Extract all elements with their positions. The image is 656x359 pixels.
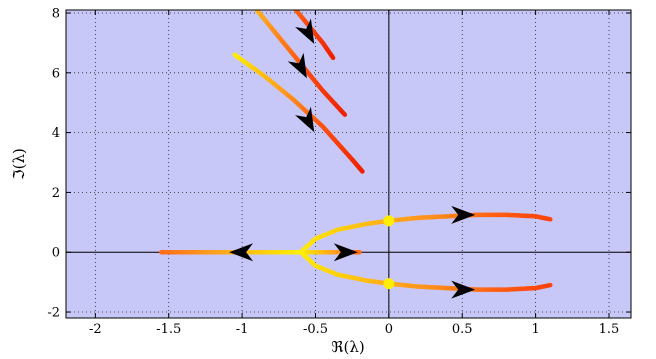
tick-marks [66,10,631,318]
series-line-4 [232,52,365,174]
x-tick-label: -1.5 [156,322,181,337]
x-tick-labels: -2 -1.5 -1 -0.5 0 0.5 1 1.5 [89,322,619,337]
y-tick-label: 2 [52,186,60,201]
x-tick-label: -2 [89,322,102,337]
series-line-2 [298,212,553,255]
y-tick-label: 4 [52,126,60,141]
x-tick-label: 1.5 [599,322,620,337]
y-tick-label: -2 [47,306,60,321]
direction-arrow-5 [287,52,307,79]
direction-arrow-3 [451,280,476,299]
marker-layer [383,215,395,290]
x-tick-label: -0.5 [303,322,328,337]
y-tick-label: 8 [52,6,60,21]
x-tick-label: -1 [236,322,249,337]
arrow-layer [229,18,476,299]
y-tick-labels: -2 0 2 4 6 8 [47,6,60,320]
direction-arrow-0 [229,243,254,262]
direction-arrow-4 [295,106,315,133]
direction-arrow-6 [295,18,315,44]
x-tick-label: 1 [531,322,539,337]
direction-arrow-1 [333,243,358,262]
y-axis-label: ℑ(λ) [10,148,28,180]
y-tick-label: 6 [52,66,60,81]
direction-arrow-2 [451,205,476,224]
plot-frame [65,9,632,319]
series-layer [159,10,553,292]
x-axis-label: ℜ(λ) [331,338,364,356]
point-marker-0 [383,215,395,227]
y-tick-label: 0 [52,246,60,261]
plot-background [66,10,631,318]
point-marker-1 [383,278,395,290]
x-tick-label: 0.5 [452,322,473,337]
x-tick-label: 0 [385,322,393,337]
